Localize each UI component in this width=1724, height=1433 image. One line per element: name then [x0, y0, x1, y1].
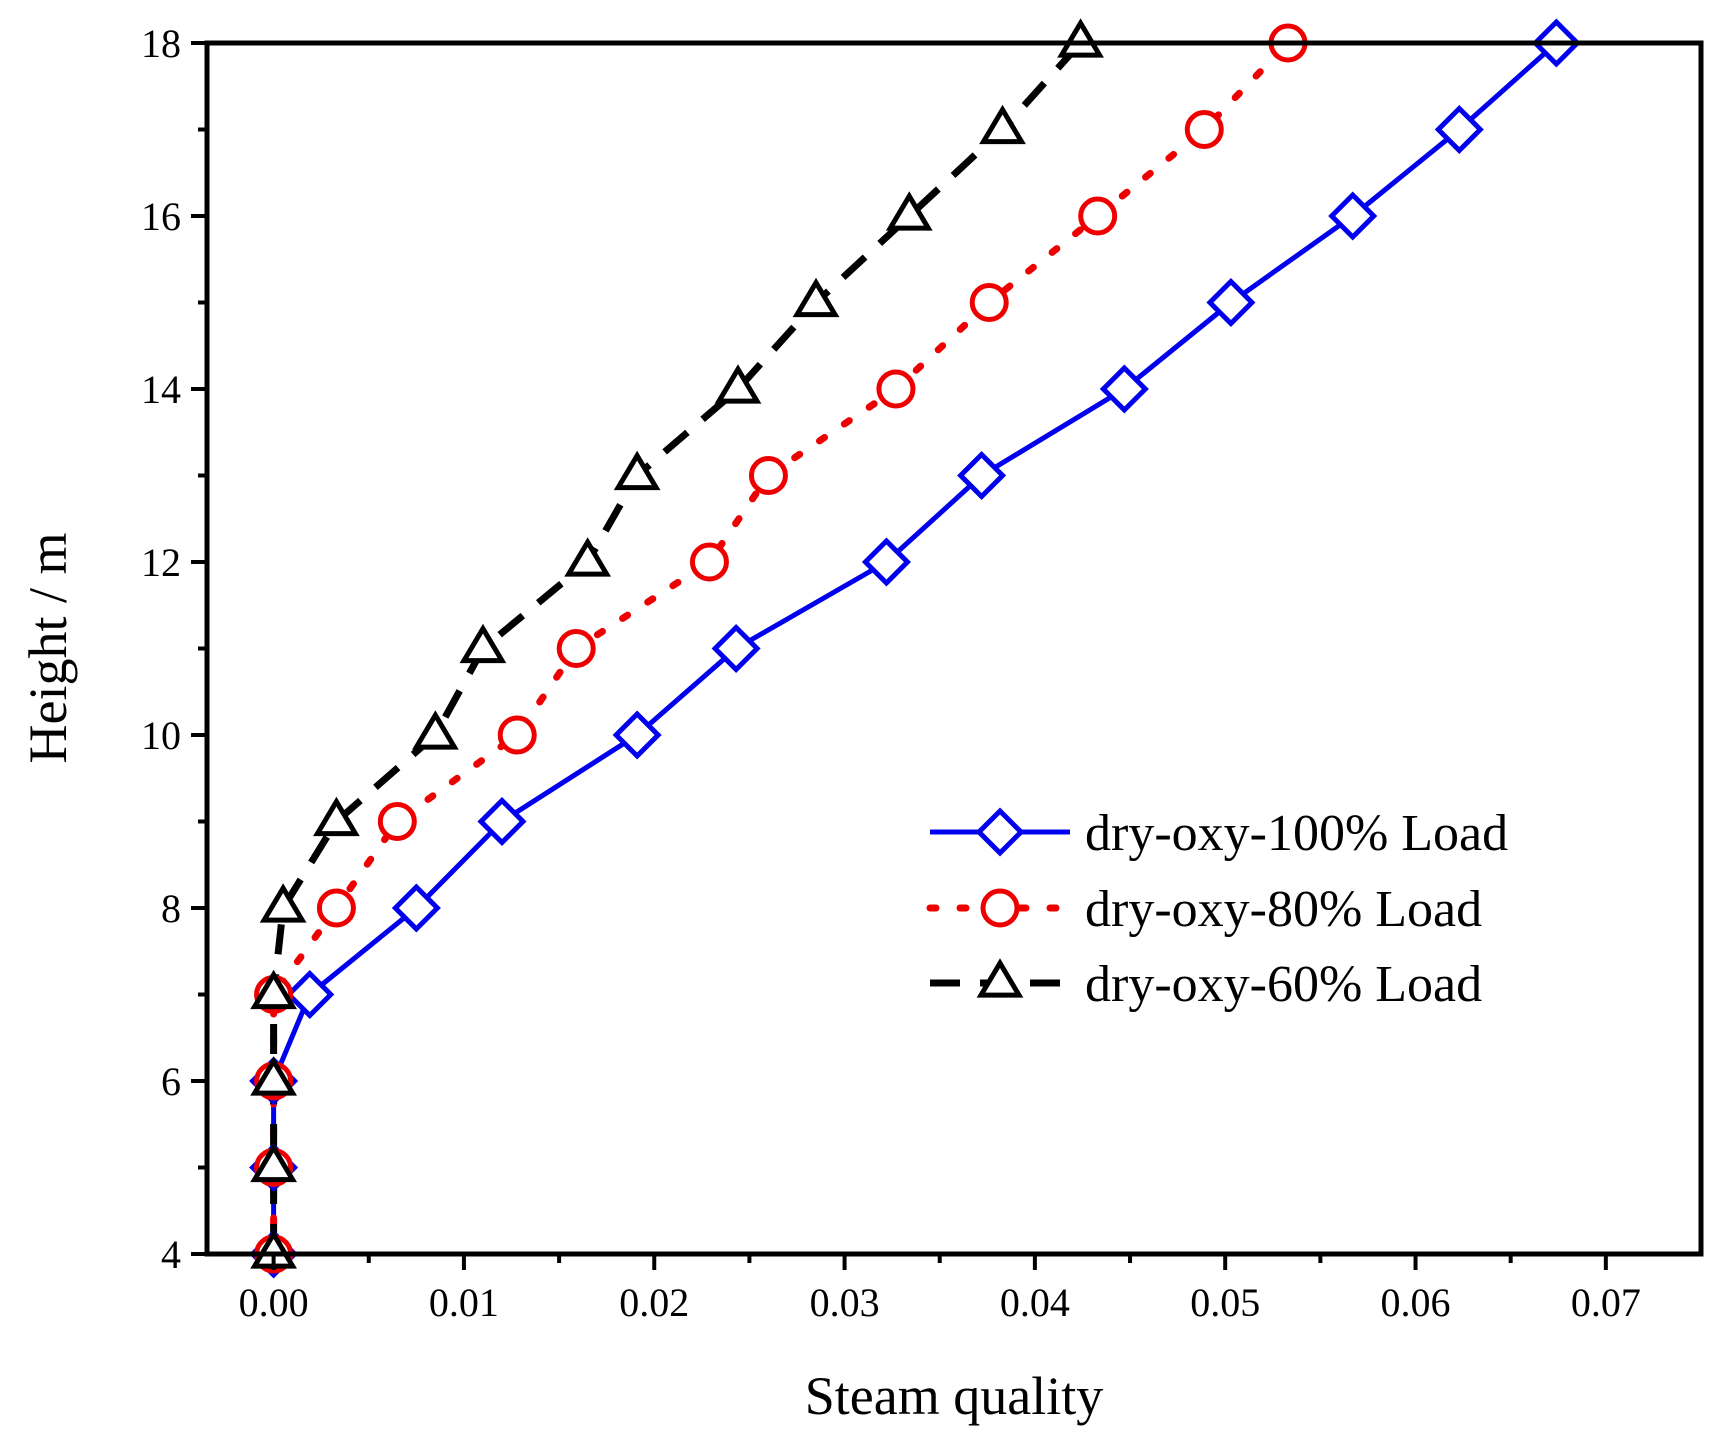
- x-tick-label: 0.01: [429, 1280, 499, 1325]
- series-2-point: [613, 450, 661, 491]
- y-tick-label: 6: [161, 1059, 181, 1104]
- x-tick-label: 0.04: [1000, 1280, 1070, 1325]
- legend-marker-2: [976, 958, 1024, 998]
- legend-label-2: dry-oxy-60% Load: [1085, 956, 1482, 1013]
- series-0-point: [957, 450, 1007, 501]
- series-1-point: [969, 283, 1009, 322]
- series-1-point: [377, 802, 417, 841]
- series-1-point: [1184, 110, 1224, 149]
- y-tick-label: 10: [141, 713, 181, 758]
- series-2-point: [411, 710, 459, 750]
- series-1-point: [748, 456, 788, 495]
- series-2-point: [250, 969, 298, 1010]
- x-tick-label: 0.03: [810, 1280, 880, 1325]
- series-0-point: [1099, 364, 1149, 414]
- series-1-point: [556, 629, 596, 668]
- y-tick-label: 8: [161, 886, 181, 931]
- y-axis-title: Height / m: [18, 533, 78, 764]
- series-2-point: [259, 883, 307, 923]
- legend: dry-oxy-100% Load dry-oxy-80% Load dry-oxy…: [926, 805, 1508, 1013]
- x-tick-label: 0.06: [1381, 1280, 1451, 1325]
- series-2-point: [459, 623, 507, 664]
- series-2-point: [564, 537, 612, 577]
- series-1-point: [1078, 196, 1118, 236]
- series-line-1: [270, 40, 1292, 1257]
- series-2-point: [885, 191, 933, 231]
- series-2-point: [250, 1142, 298, 1183]
- series-2-point: [250, 1056, 298, 1096]
- series-2-point: [714, 364, 762, 404]
- series-2-point: [313, 796, 360, 837]
- series-0-point: [391, 883, 441, 933]
- x-tick-label: 0.00: [239, 1280, 309, 1325]
- series-2-point: [979, 104, 1026, 145]
- series-1-point: [316, 888, 356, 928]
- y-tick-label: 4: [161, 1232, 181, 1277]
- legend-marker-1: [980, 888, 1020, 928]
- series-1-point: [876, 369, 916, 409]
- legend-marker-0: [975, 807, 1025, 857]
- y-tick-label: 14: [141, 367, 181, 412]
- series-0-point: [1328, 191, 1378, 241]
- series-0-point: [285, 969, 335, 1020]
- x-axis-title: Steam quality: [805, 1366, 1103, 1426]
- series-0-point: [612, 710, 662, 760]
- y-tick-label: 16: [141, 194, 181, 239]
- x-tick-label: 0.07: [1571, 1280, 1641, 1325]
- x-tick-label: 0.05: [1190, 1280, 1260, 1325]
- y-tick-label: 18: [141, 21, 181, 66]
- series-0-point: [861, 537, 911, 587]
- series-0-point: [711, 623, 761, 674]
- x-tick-label: 0.02: [619, 1280, 689, 1325]
- series-1-point: [689, 542, 729, 582]
- series-2-point: [1057, 18, 1104, 58]
- legend-label-0: dry-oxy-100% Load: [1085, 805, 1508, 862]
- series-line-2: [270, 40, 1084, 1254]
- plot-frame: [204, 40, 1704, 1257]
- series-0-point: [477, 796, 527, 847]
- series-0-point: [1434, 104, 1484, 155]
- series-0-point: [1206, 277, 1256, 328]
- series-1-point: [497, 715, 537, 755]
- series-2-point: [792, 277, 840, 318]
- legend-label-1: dry-oxy-80% Load: [1085, 881, 1482, 938]
- y-tick-label: 12: [141, 540, 181, 585]
